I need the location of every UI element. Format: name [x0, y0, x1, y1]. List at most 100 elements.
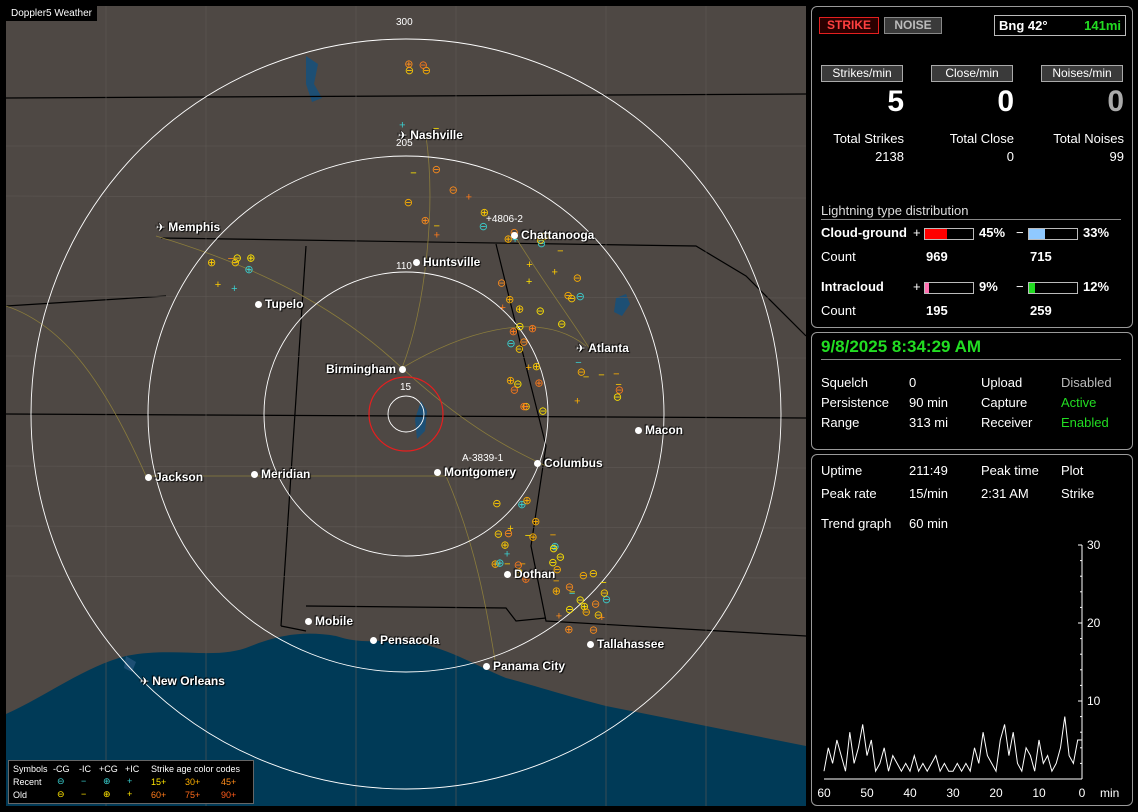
trend-series-line [823, 716, 1082, 773]
strike-marker: ⊖ [602, 594, 611, 606]
strike-marker: ⊖ [504, 528, 513, 540]
strike-marker: ⊕ [421, 215, 430, 227]
strike-marker: ⊖ [494, 528, 503, 540]
legend-age: 90+ [221, 790, 237, 800]
city-new-orleans: ✈ New Orleans [140, 674, 225, 688]
strike-marker: + [574, 396, 580, 408]
ic-minus-sign: − [1016, 279, 1024, 294]
strikes-per-min-label[interactable]: Strikes/min [821, 65, 903, 82]
strike-marker: ⊖ [492, 498, 501, 510]
strike-marker: − [615, 379, 621, 391]
strike-id-label: A-3839-1 [462, 453, 504, 464]
strike-marker: ⊕ [491, 559, 500, 571]
trend-graph: 30 20 10 60 50 40 30 20 10 0 min [817, 538, 1119, 800]
strike-marker: ⊖ [591, 599, 600, 611]
strike-marker: ⊕ [552, 585, 561, 597]
strike-marker: − [575, 357, 581, 369]
strike-marker: ⊖ [577, 367, 586, 379]
strike-marker: ⊕ [506, 375, 515, 387]
trend-graph-value: 60 min [909, 516, 949, 531]
neg-cg-symbol-icon: ⊖ [57, 776, 65, 786]
trend-y-tick-label: 10 [1087, 694, 1101, 708]
ic-positive-bar-fill [925, 283, 930, 293]
strike-marker: + [526, 276, 532, 288]
strike-marker: + [599, 612, 605, 624]
city-montgomery: Montgomery [434, 465, 516, 479]
strike-marker: ⊕ [564, 624, 573, 636]
legend-age: 30+ [185, 777, 201, 787]
ic-plus-sign: + [913, 279, 921, 294]
noises-per-min-label[interactable]: Noises/min [1041, 65, 1123, 82]
close-per-min-label[interactable]: Close/min [931, 65, 1013, 82]
legend-age-title: Strike age color codes [151, 764, 241, 774]
strike-marker: ⊕ [515, 304, 524, 316]
city-nashville: ✈ Nashville [398, 128, 463, 142]
strike-marker: ⊕ [532, 361, 541, 373]
strike-marker: ⊕ [522, 495, 531, 507]
uptime-value: 211:49 [909, 463, 948, 478]
city-dot-icon [534, 460, 541, 468]
strike-marker: − [600, 577, 606, 589]
capture-value: Active [1061, 395, 1097, 410]
strike-marker: ⊖ [519, 336, 528, 348]
noise-button[interactable]: NOISE [884, 17, 942, 34]
strike-marker: ⊕ [580, 601, 589, 613]
strike-marker: + [512, 234, 518, 246]
upload-label: Upload [981, 375, 1023, 390]
trend-y-tick-label: 20 [1087, 616, 1101, 630]
strike-marker: − [583, 372, 589, 384]
strike-marker: ⊕ [504, 234, 513, 246]
noises-per-min-value: 0 [1107, 85, 1124, 118]
city-pensacola: Pensacola [370, 633, 439, 647]
lake [614, 294, 630, 316]
strike-marker: ⊖ [405, 65, 414, 77]
city-dot-icon [251, 471, 258, 479]
strike-marker: ⊕ [531, 516, 540, 528]
total-strikes-label: Total Strikes [833, 131, 904, 146]
state-borders [6, 93, 806, 637]
city-birmingham: Birmingham [326, 362, 409, 376]
strike-marker: ⊖ [513, 379, 522, 391]
strike-marker: + [526, 259, 532, 271]
strike-marker: ⊖ [589, 568, 598, 580]
city-dot-icon [635, 427, 642, 435]
total-noises-value: 99 [1109, 149, 1124, 164]
strike-marker: ⊖ [548, 557, 557, 569]
neg-ic-symbol-icon: − [81, 789, 87, 799]
strike-button[interactable]: STRIKE [819, 17, 879, 34]
trend-x-tick-label: 20 [989, 786, 1003, 800]
trend-x-tick-label: 40 [903, 786, 917, 800]
strike-marker: ⊕ [404, 58, 413, 70]
strike-marker: ⊕ [517, 499, 526, 511]
strike-marker: ⊖ [515, 321, 524, 333]
strike-marker: − [598, 370, 604, 382]
cg-count-label: Count [821, 249, 856, 264]
legend-header: -CG [53, 764, 70, 774]
cg-negative-count: 715 [1030, 249, 1052, 264]
city-dot-icon [434, 469, 441, 477]
trend-x-tick-label: 0 [1079, 786, 1086, 800]
strike-marker: ⊖ [510, 385, 519, 397]
upload-value: Disabled [1061, 375, 1112, 390]
strike-marker: ⊖ [565, 582, 574, 594]
roads [6, 135, 592, 667]
strike-marker: ⊖ [514, 567, 523, 579]
strike-marker: + [556, 610, 562, 622]
city-memphis: ✈ Memphis [156, 220, 221, 234]
strike-marker: − [550, 529, 556, 541]
plot-value[interactable]: Strike [1061, 486, 1095, 501]
trend-graph-label: Trend graph [821, 516, 892, 531]
close-ring [368, 376, 444, 452]
city-dot-icon [370, 637, 377, 645]
lightning-map[interactable]: ⊖⊖⊖⊖+⊕+⊕+⊖⊖⊕⊖⊖−−⊖⊕⊖⊖⊖⊕⊖+⊖+⊖⊕−⊕⊖⊕−⊕−⊕⊕⊖⊖⊖… [6, 6, 806, 806]
pos-cg-symbol-icon: ⊕ [103, 789, 111, 799]
city-dot-icon [413, 259, 420, 267]
strike-marker: + [215, 279, 221, 291]
ic-positive-pct: 9% [979, 279, 998, 294]
strike-marker: ⊕ [528, 532, 537, 544]
strike-marker: + [504, 549, 510, 561]
strike-marker: ⊖ [576, 595, 585, 607]
divider [821, 359, 1121, 360]
strike-marker: ⊕ [505, 294, 514, 306]
strike-marker: − [613, 368, 619, 380]
